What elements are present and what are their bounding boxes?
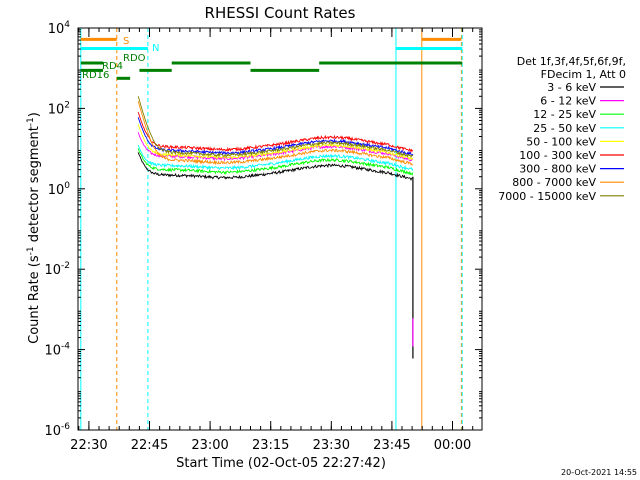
y-tick-exponent: 2 (64, 100, 70, 110)
flag-label-rd16: RD16 (82, 70, 109, 81)
legend-entry-label: 300 - 800 keV (519, 163, 596, 176)
series-line-5 (137, 111, 414, 154)
series-line-0 (137, 152, 414, 182)
y-axis-label: Count Rate (s-1 detector segment-1) (26, 112, 42, 344)
timestamp: 20-Oct-2021 14:55 (561, 468, 637, 477)
legend-entry-label: 7000 - 15000 keV (498, 190, 596, 203)
y-tick-exponent: 4 (64, 20, 70, 30)
y-tick-base: 10 (48, 183, 65, 198)
y-tick-exponent: 0 (64, 181, 70, 191)
x-tick-label: 00:00 (434, 438, 471, 453)
plot-border (77, 27, 483, 431)
y-tick-base: 10 (44, 263, 61, 278)
y-tick-label: 102 (48, 100, 70, 117)
plot-area (80, 28, 463, 430)
x-axis-label: Start Time (02-Oct-05 22:27:42) (176, 456, 386, 471)
y-tick-base: 10 (48, 22, 65, 37)
y-tick-label: 10-2 (44, 261, 70, 278)
series-line-2 (137, 148, 414, 176)
x-tick-label: 23:00 (191, 438, 228, 453)
legend-entry-label: 50 - 100 keV (526, 135, 596, 148)
x-tick-label: 23:45 (373, 438, 410, 453)
y-axis-label-sup1: -1 (26, 246, 36, 255)
legend-entry-label: 12 - 25 keV (533, 108, 596, 121)
x-axis-ticks: 22:30 22:45 23:00 23:15 23:30 23:45 00:00 (70, 28, 474, 453)
y-axis-label-end: ) (27, 112, 42, 117)
series-line-6 (137, 117, 414, 157)
y-tick-exponent: -4 (61, 342, 70, 352)
flag-label-n: N (152, 43, 159, 54)
legend-entry-label: 100 - 300 keV (519, 149, 596, 162)
y-tick-base: 10 (44, 424, 61, 439)
legend-entry-label: 25 - 50 keV (533, 122, 596, 135)
series-line-1 (137, 132, 414, 162)
y-axis-label-main: Count Rate (s (27, 255, 42, 344)
legend-entry-label: 800 - 7000 keV (512, 176, 596, 189)
series-line-4 (137, 124, 414, 161)
x-tick-label: 23:15 (252, 438, 289, 453)
flag-label-rdo: RDO (123, 53, 146, 64)
y-tick-exponent: -6 (61, 422, 70, 432)
plot-frame (77, 27, 483, 431)
series-line-7 (137, 101, 413, 166)
y-tick-exponent: -2 (61, 261, 70, 271)
y-tick-label: 10-6 (44, 422, 70, 439)
series-line-8 (137, 96, 414, 159)
y-axis-label-mid: detector segment (27, 126, 42, 246)
y-tick-base: 10 (48, 102, 65, 117)
chart-title: RHESSI Count Rates (205, 4, 356, 22)
y-tick-label: 10-4 (44, 342, 70, 359)
legend-header-line: Det 1f,3f,4f,5f,6f,9f, (517, 55, 626, 68)
y-tick-base: 10 (44, 344, 61, 359)
legend: Det 1f,3f,4f,5f,6f,9f,FDecim 1, Att 03 -… (498, 55, 626, 203)
x-tick-label: 22:45 (131, 438, 168, 453)
legend-header-line: FDecim 1, Att 0 (541, 68, 626, 81)
series-line-3 (137, 144, 414, 172)
flag-label-s: S (123, 36, 129, 47)
x-tick-label: 23:30 (313, 438, 350, 453)
y-axis-label-sup2: -1 (26, 117, 36, 126)
y-tick-label: 104 (48, 20, 71, 37)
legend-entry-label: 3 - 6 keV (547, 81, 596, 94)
y-tick-label: 100 (48, 181, 71, 198)
legend-entry-label: 6 - 12 keV (540, 95, 596, 108)
flag-label-rd4: RD4 (102, 61, 123, 72)
x-tick-label: 22:30 (70, 438, 107, 453)
